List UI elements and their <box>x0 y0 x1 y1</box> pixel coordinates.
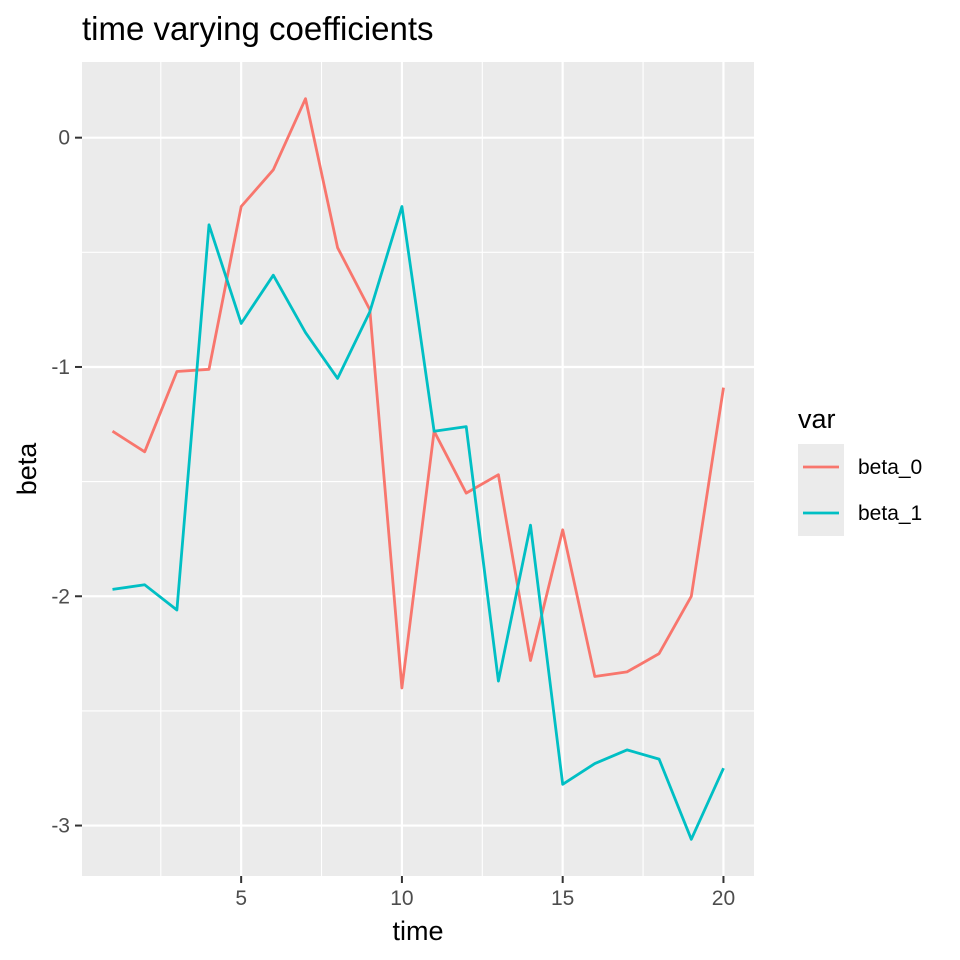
x-axis-ticks: 5 10 15 20 <box>235 876 735 910</box>
y-tick-label: -3 <box>51 815 70 838</box>
x-axis-title: time <box>392 916 443 946</box>
series-line-beta-0 <box>111 97 725 690</box>
series-line-beta-1 <box>112 205 725 841</box>
y-tick-label: -1 <box>51 356 70 379</box>
series-lines <box>111 97 725 841</box>
x-tick-label: 10 <box>390 887 413 910</box>
legend-items: beta_0 beta_1 <box>798 444 922 536</box>
major-gridlines <box>82 62 754 876</box>
legend-label-beta-0: beta_0 <box>858 456 922 479</box>
x-tick-label: 20 <box>712 887 735 910</box>
legend-label-beta-1: beta_1 <box>858 502 922 525</box>
plot-panel <box>82 62 754 876</box>
y-axis-ticks: 0 -1 -2 -3 <box>51 127 82 838</box>
y-tick-label: -2 <box>51 585 70 608</box>
minor-gridlines <box>82 62 754 876</box>
y-tick-label: 0 <box>58 127 70 150</box>
x-tick-label: 15 <box>551 887 574 910</box>
legend-title: var <box>798 404 836 434</box>
x-tick-label: 5 <box>235 887 247 910</box>
chart-title: time varying coefficients <box>82 10 434 47</box>
legend: var beta_0 beta_1 <box>798 404 922 536</box>
y-axis-title: beta <box>12 442 42 496</box>
